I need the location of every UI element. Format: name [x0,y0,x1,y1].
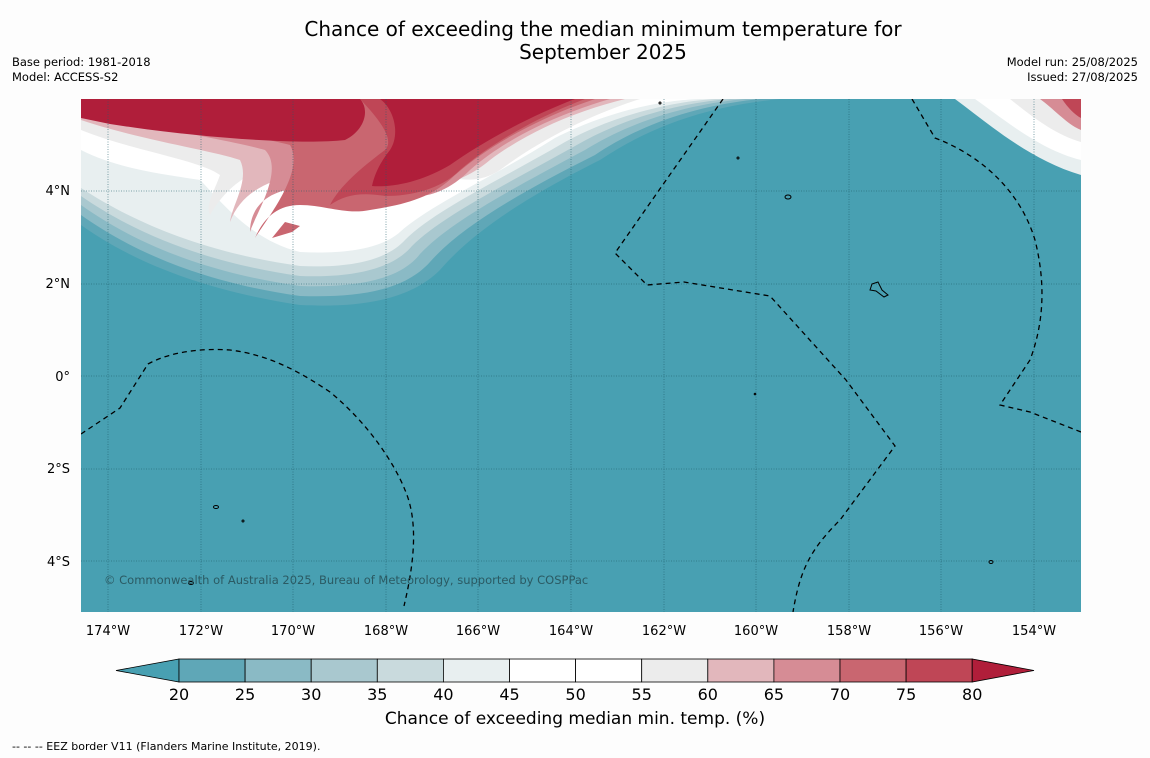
model-run: Model run: 25/08/2025 [1006,55,1138,69]
lat-label: 4°S [47,555,70,570]
island-2 [869,281,889,298]
colorbar-tick-label: 50 [565,685,585,704]
islands [188,101,994,585]
island-9 [753,392,757,396]
lat-label: 2°N [46,277,71,292]
lon-label: 172°W [179,624,223,639]
colorbar-segment [509,658,576,683]
eez-footnote: -- -- -- EEZ border V11 (Flanders Marine… [12,740,321,753]
band-over-left [81,99,365,142]
base-period: Base period: 1981-2018 [12,55,151,69]
colorbar-tick-label: 35 [367,685,387,704]
title-line-2: September 2025 [519,40,687,64]
colorbar-tick-label: 70 [830,685,850,704]
colorbar-tick-label: 60 [698,685,718,704]
colorbar-segment [641,658,709,683]
colorbar-under-arrow [115,658,180,683]
lon-label: 156°W [919,624,963,639]
colorbar-segment [442,658,510,683]
colorbar-tick-label: 65 [764,685,784,704]
colorbar-tick-label: 30 [301,685,321,704]
model-name: Model: ACCESS-S2 [12,70,119,84]
colorbar-tick-label: 45 [499,685,519,704]
colorbar: 20 25 30 35 40 45 50 55 60 65 70 75 80 [115,658,1035,704]
eez-border-west [81,348,415,607]
lon-label: 168°W [364,624,408,639]
colorbar-tick-label: 40 [433,685,453,704]
lon-label: 174°W [86,624,130,639]
colorbar-tick-label: 80 [962,685,982,704]
island-7 [658,101,662,105]
colorbar-label: Chance of exceeding median min. temp. (%… [384,709,766,729]
colorbar-segment [707,658,775,683]
island-8 [241,519,245,523]
colorbar-tick-label: 55 [632,685,652,704]
lon-label: 170°W [271,624,315,639]
island-3 [213,505,219,509]
colorbar-segment [575,658,643,683]
colorbar-segment [310,658,378,683]
eez-border-central [614,99,896,612]
lon-label: 154°W [1012,624,1056,639]
map-title: Chance of exceeding the median minimum t… [200,18,1006,64]
island-6 [736,156,740,160]
lon-label: 166°W [456,624,500,639]
graticule [81,99,1081,612]
colorbar-segment [839,658,907,683]
lon-label: 162°W [642,624,686,639]
lat-label: 0° [55,370,70,385]
eez-borders [81,99,1081,612]
band-75-inner [272,222,300,238]
colorbar-segment [773,658,841,683]
island-5 [988,560,994,564]
band-over [372,99,575,187]
meta-left: Base period: 1981-2018 Model: ACCESS-S2 [12,55,151,85]
band-right-80 [1062,99,1081,118]
colorbar-tick-label: 20 [169,685,189,704]
lon-label: 160°W [734,624,778,639]
title-line-1: Chance of exceeding the median minimum t… [304,17,902,41]
forecast-shading [81,99,1081,306]
colorbar-tick-label: 75 [896,685,916,704]
lat-labels: 4°N 2°N 0° 2°S 4°S [46,184,71,570]
lat-label: 2°S [47,462,70,477]
copyright-text: © Commonwealth of Australia 2025, Bureau… [104,573,588,587]
lon-label: 158°W [827,624,871,639]
colorbar-segment [244,658,312,683]
lat-label: 4°N [46,184,71,199]
lon-label: 164°W [549,624,593,639]
lon-labels: 174°W 172°W 170°W 168°W 166°W 164°W 162°… [86,624,1056,639]
eez-border-east [911,99,1081,433]
island-1 [784,194,792,200]
colorbar-tick-label: 25 [235,685,255,704]
colorbar-segment [178,658,246,683]
issued-date: Issued: 27/08/2025 [1027,70,1138,84]
meta-right: Model run: 25/08/2025 Issued: 27/08/2025 [1007,55,1138,85]
colorbar-segment [376,658,444,683]
island-4 [188,581,194,585]
colorbar-segment [905,658,973,683]
colorbar-over-arrow [971,658,1035,683]
